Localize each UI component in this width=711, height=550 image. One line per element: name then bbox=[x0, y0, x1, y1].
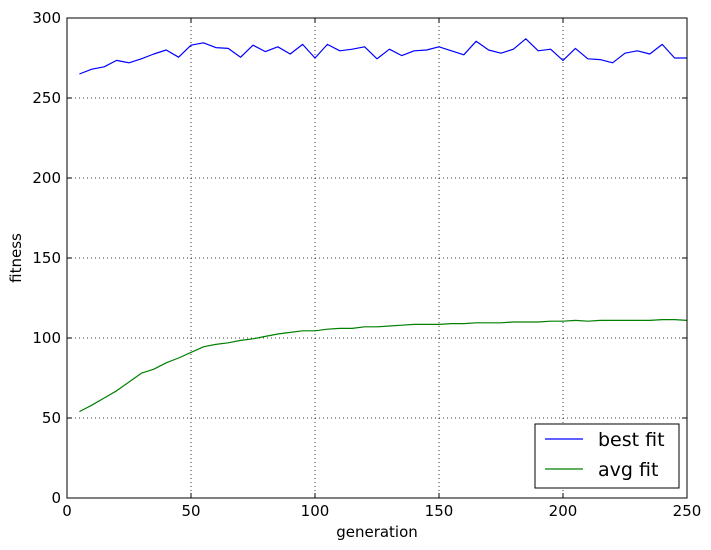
x-tick-label: 0 bbox=[62, 502, 72, 520]
series-line-best-fit bbox=[79, 38, 687, 75]
y-tick-label: 100 bbox=[32, 329, 61, 347]
x-tick-label: 200 bbox=[549, 502, 578, 520]
legend-label-avg-fit: avg fit bbox=[598, 459, 658, 481]
x-tick-label: 250 bbox=[673, 502, 702, 520]
grid bbox=[67, 18, 687, 498]
legend-label-best-fit: best fit bbox=[598, 429, 665, 451]
axis-ticks: 0 50 100 150 200 250 0 50 100 150 200 250 300 bbox=[32, 9, 701, 520]
y-tick-label: 150 bbox=[32, 249, 61, 267]
series-line-avg-fit bbox=[79, 319, 688, 413]
legend: best fit avg fit bbox=[534, 423, 680, 489]
x-tick-label: 100 bbox=[301, 502, 330, 520]
y-tick-label: 0 bbox=[51, 489, 61, 507]
legend-box bbox=[534, 423, 680, 489]
y-tick-label: 300 bbox=[32, 9, 61, 27]
x-axis-label: generation bbox=[336, 523, 418, 541]
x-tick-label: 150 bbox=[425, 502, 454, 520]
x-tick-label: 50 bbox=[181, 502, 200, 520]
y-tick-label: 50 bbox=[42, 409, 61, 427]
plot-series bbox=[79, 38, 688, 413]
y-axis-label: fitness bbox=[7, 233, 25, 283]
y-tick-label: 200 bbox=[32, 169, 61, 187]
y-tick-label: 250 bbox=[32, 89, 61, 107]
